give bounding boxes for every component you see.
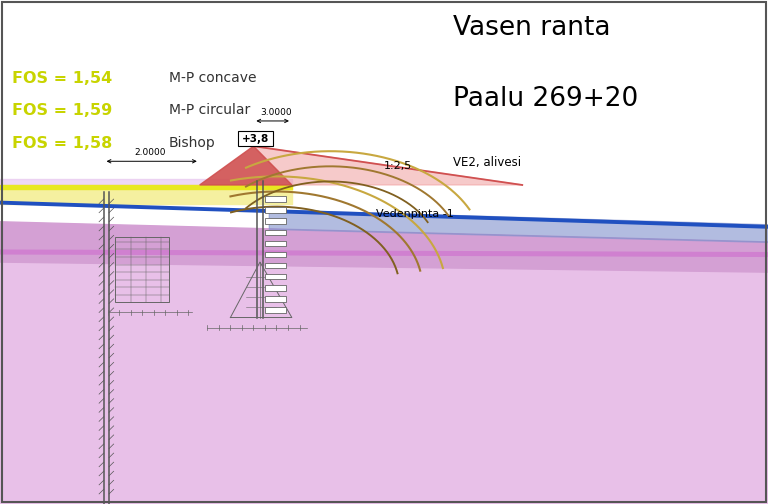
Text: Bishop: Bishop (169, 136, 216, 150)
Text: 3.0000: 3.0000 (260, 108, 293, 117)
Text: Paalu 269+20: Paalu 269+20 (453, 86, 638, 112)
Polygon shape (253, 146, 522, 185)
Bar (265, 263, 286, 269)
Text: Vasen ranta: Vasen ranta (453, 15, 611, 41)
Bar (265, 307, 286, 313)
Text: 2.0000: 2.0000 (134, 148, 166, 157)
Text: FOS = 1,54: FOS = 1,54 (12, 71, 112, 86)
Bar (265, 285, 286, 291)
Bar (265, 219, 286, 224)
Text: FOS = 1,59: FOS = 1,59 (12, 103, 112, 118)
Bar (265, 296, 286, 302)
Bar (265, 241, 286, 246)
Text: FOS = 1,58: FOS = 1,58 (12, 136, 112, 151)
Bar (265, 208, 286, 213)
Polygon shape (200, 146, 292, 185)
Text: +3,8: +3,8 (242, 134, 269, 144)
Text: Vedenpinta -1: Vedenpinta -1 (376, 209, 454, 219)
Text: M-P circular: M-P circular (169, 103, 250, 117)
Bar (238, 131, 273, 146)
Bar (265, 274, 286, 280)
Text: VE2, alivesi: VE2, alivesi (453, 156, 521, 169)
Text: 1:2,5: 1:2,5 (384, 161, 412, 171)
Bar (115, 237, 169, 302)
Bar (265, 230, 286, 235)
Text: M-P concave: M-P concave (169, 71, 257, 85)
Bar (265, 252, 286, 258)
Bar (265, 197, 286, 202)
